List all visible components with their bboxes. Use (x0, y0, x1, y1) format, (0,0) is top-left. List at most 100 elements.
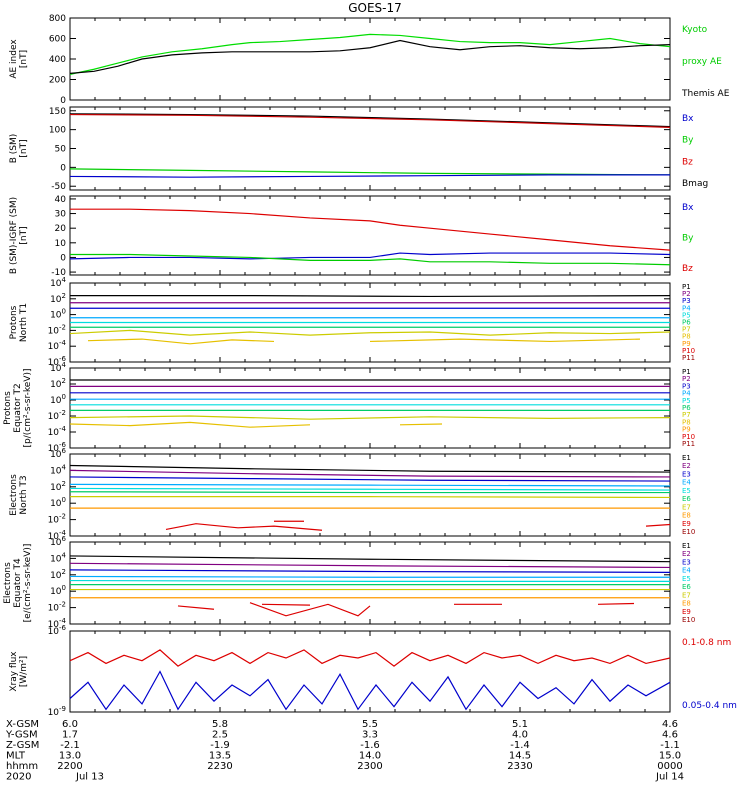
legend-entry: E5 (682, 487, 691, 495)
legend-entry: P6 (682, 404, 691, 412)
series-line (69, 562, 671, 569)
y-tick-label: 50 (55, 145, 67, 155)
legend-entry: 0.05-0.4 nm (682, 701, 737, 711)
y-axis-label-line: Electrons (9, 474, 19, 516)
series-line (261, 603, 311, 606)
y-axis-label-line: B (SM) (9, 134, 19, 164)
series-line (69, 555, 671, 563)
ephemeris-value: 4.6 (662, 719, 678, 730)
y-tick-label: 10-4 (48, 339, 67, 352)
legend-entry: E9 (682, 520, 691, 528)
legend-entry: P7 (682, 326, 691, 334)
y-tick-label: 100 (50, 308, 66, 321)
ephemeris-value: Jul 14 (655, 772, 684, 783)
y-axis-label-line: [nT] (19, 139, 29, 157)
y-axis-label: Xray flux[W/m²] (9, 651, 29, 692)
legend-entry: E6 (682, 495, 691, 503)
y-tick-label: 104 (50, 551, 66, 564)
legend-entry: P7 (682, 411, 691, 419)
y-axis-label-line: Protons (9, 305, 19, 339)
y-axis-label: B (SM)-IGRF (SM)[nT] (9, 197, 29, 274)
y-tick-label: 10 (55, 239, 67, 249)
y-tick-label: 100 (50, 393, 66, 406)
series-line (70, 496, 671, 499)
legend-entry: 0.1-0.8 nm (682, 638, 731, 648)
y-axis-label: AE index[nT] (9, 39, 29, 79)
y-tick-label: 102 (50, 377, 66, 390)
y-axis-label-line: [e/(cm²-s-sr-keV)] (23, 544, 33, 623)
y-tick-label: 600 (49, 35, 66, 45)
y-axis-label-line: North T1 (19, 303, 29, 342)
legend-entry: P1 (682, 368, 691, 376)
series-line (69, 464, 671, 473)
ephemeris-row-label: hhmm (6, 761, 38, 772)
ephemeris-value: 1.7 (62, 730, 78, 741)
y-axis-label-line: [nT] (19, 226, 29, 244)
legend-entry: E6 (682, 583, 691, 591)
panel-frame (69, 453, 671, 537)
series-line (645, 523, 671, 527)
panel-1: 0 200 400 600 800 AE index[nT] Kyoto proxy AE Th… (9, 14, 730, 106)
y-axis-label: ProtonsEquator T2[p/(cm²-s-sr-keV)] (3, 369, 33, 448)
series-line (369, 338, 641, 343)
y-axis-label: ElectronsEquator T4[e/(cm²-s-sr-keV)] (3, 544, 33, 623)
ephemeris-value: 5.5 (362, 719, 378, 730)
ephemeris-value: 0000 (657, 761, 682, 772)
series-line (87, 338, 275, 345)
legend-entry: Bmag (682, 179, 708, 189)
series-line (69, 421, 311, 428)
y-tick-label: 20 (55, 224, 67, 234)
y-tick-label: 100 (49, 126, 66, 136)
legend-entry: Bz (682, 157, 693, 167)
series-line (69, 39, 671, 74)
legend-entry: Bz (682, 264, 693, 274)
ephemeris-value: 4.0 (512, 730, 528, 741)
y-tick-label: -50 (51, 182, 66, 192)
y-axis-label-line: Equator T2 (13, 383, 23, 432)
series-line (70, 253, 671, 266)
y-tick-label: 102 (50, 480, 66, 493)
ephemeris-row-label: Y-GSM (5, 730, 38, 741)
legend-entry: E8 (682, 512, 691, 520)
ephemeris-row-label: Z-GSM (6, 740, 39, 751)
ephemeris-row-label: MLT (6, 751, 26, 762)
ephemeris-row-label: 2020 (6, 772, 31, 783)
series-line (69, 113, 671, 128)
y-axis-label-line: B (SM)-IGRF (SM) (9, 197, 19, 274)
series-line (69, 483, 671, 487)
y-tick-label: 10-4 (48, 425, 67, 438)
legend-entry: P5 (682, 311, 691, 319)
legend-entry: E9 (682, 608, 691, 616)
series-line (165, 523, 323, 531)
legend-entry: E4 (682, 479, 691, 487)
ephemeris-value: 5.1 (512, 719, 528, 730)
legend-entry: P9 (682, 340, 691, 348)
ephemeris-value: 15.0 (659, 751, 681, 762)
series-line (249, 602, 371, 617)
y-axis-label-line: North T3 (19, 475, 29, 514)
legend-entry: E4 (682, 567, 691, 575)
ephemeris-value: 5.8 (212, 719, 228, 730)
series-line (69, 329, 671, 336)
series-line (69, 575, 670, 578)
ephemeris-value: 2230 (207, 761, 232, 772)
y-tick-label: 100 (50, 584, 66, 597)
y-axis-label: ElectronsNorth T3 (9, 474, 29, 516)
legend-entry: E10 (682, 528, 695, 536)
series-line (69, 476, 671, 482)
y-tick-label: 200 (49, 76, 66, 86)
y-tick-label: 800 (49, 14, 66, 24)
y-axis-label-line: Xray flux (9, 651, 19, 692)
y-axis-label-line: [p/(cm²-s-sr-keV)] (23, 369, 33, 448)
ephemeris-value: 4.6 (662, 730, 678, 741)
legend-entry: E10 (682, 616, 695, 624)
series-line (69, 649, 671, 667)
ephemeris-value: 2300 (357, 761, 382, 772)
legend-entry: P10 (682, 347, 695, 355)
y-tick-label: -10 (51, 268, 66, 278)
